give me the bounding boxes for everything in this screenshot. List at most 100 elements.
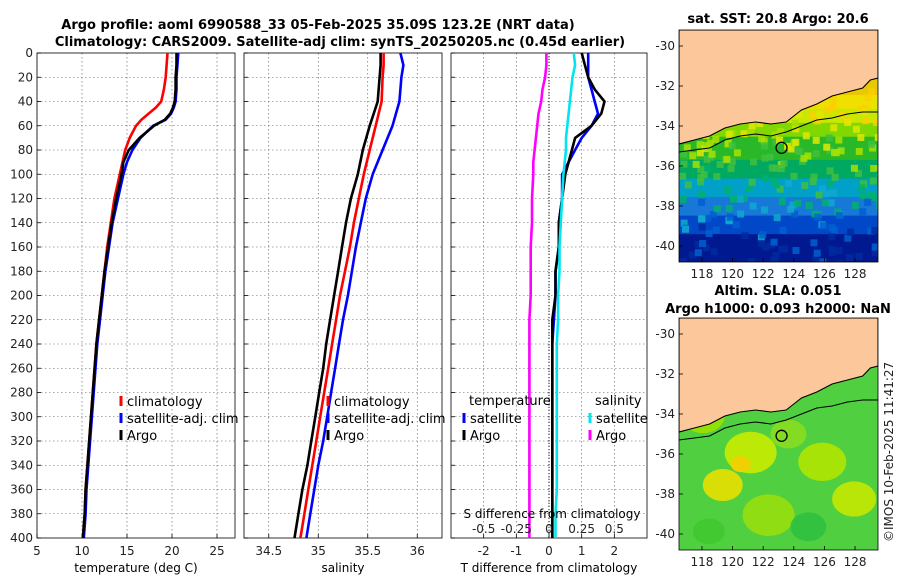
sst-pixel [679,195,687,203]
sst-pixel [825,134,833,142]
map-lon-label: 124 [782,267,805,281]
sst-pixel [725,204,733,212]
sst-pixel [867,227,875,235]
sst-pixel [805,201,813,209]
sst-pixel [730,195,738,203]
sla-blob [832,481,877,517]
sst-pixel [680,150,688,158]
argo-float-marker [775,141,788,154]
map-lon-label: 124 [782,555,805,569]
sst-pixel [813,117,821,125]
sst-pixel [857,134,865,142]
sst-pixel [795,110,803,118]
series-temperature-argo [551,52,606,538]
map-lat-label: -40 [655,239,675,253]
sst-pixel [748,178,756,186]
sst-pixel [698,223,706,231]
legend-label: Argo [127,429,157,444]
legend-label: satellite-adj. clim [334,412,446,427]
map-lon-label: 126 [813,267,836,281]
sst-pixel [702,142,710,150]
series-climatology [299,53,385,539]
sst-pixel [804,152,812,160]
sst-band [679,197,878,217]
sst-pixel [871,226,878,234]
series-salinity-argo [528,53,548,538]
sst-pixel [838,111,846,119]
sst-pixel [815,191,823,199]
sst-pixel [728,142,736,150]
map-lon-label: 128 [844,267,867,281]
panel-salinity: 34.5 35 35.5 36 salinity climatology satellite… [243,52,446,575]
y-tick-label: 120 [10,192,33,206]
sst-pixel [761,174,769,182]
y-tick-label: 0 [25,46,33,60]
sst-pixel [682,225,690,233]
sst-pixel [830,226,838,234]
sst-pixel [787,145,795,153]
y-tick-label: 220 [10,313,33,327]
series-argo [81,53,178,539]
sst-pixel [789,201,797,209]
sst-pixel [835,247,843,255]
sst-pixel [835,260,843,262]
sst-pixel [787,205,795,213]
sst-pixel [696,149,704,157]
sst-pixel [772,138,780,146]
sst-pixel [708,150,716,158]
sla-blob [742,494,795,536]
sst-pixel [875,171,878,179]
map-lat-label: -34 [655,119,675,133]
map-sla-title-line1: Altim. SLA: 0.051 [715,284,842,299]
sst-pixel [741,232,749,240]
sst-pixel [819,258,827,262]
sst-pixel [757,240,765,248]
y-tick-label: 20 [18,70,33,84]
series-argo [293,53,382,539]
sst-pixel [749,202,757,210]
sst-pixel [683,144,691,152]
sst-pixel [759,231,767,239]
map-lat-label: -30 [655,39,675,53]
sst-pixel [770,238,778,246]
sst-pixel [864,198,872,206]
sst-pixel [758,135,766,143]
land-mass [679,318,878,433]
sst-pixel [770,256,778,262]
map-frame [678,29,879,263]
sst-pixel [776,185,784,193]
sst-pixel [800,154,808,162]
y-tick-label: 100 [10,167,33,181]
sst-pixel [828,245,836,253]
legend-label: Argo [470,429,500,444]
sst-pixel [724,186,732,194]
sst-pixel [712,226,720,234]
sst-pixel [855,147,863,155]
x-tick-label: 20 [164,544,179,558]
x-axis-label: salinity [321,561,364,575]
sst-pixel [698,198,706,206]
sst-pixel [766,153,774,161]
x-tick-label: 35.5 [354,544,381,558]
sst-pixel [829,99,837,107]
sst-pixel [876,235,878,243]
sst-pixel [862,117,870,125]
sst-pixel [864,93,872,101]
x-tick-label: 25 [209,544,224,558]
series-salinity-satellite [554,52,577,538]
sst-pixel [791,119,799,127]
panel-frame [243,52,443,539]
sst-pixel [684,181,692,189]
sst-pixel [831,173,839,181]
sst-pixel [819,185,827,193]
sst-pixel [779,226,787,234]
sst-pixel [871,243,878,251]
sst-pixel [812,150,820,158]
sst-pixel [710,248,718,256]
map-sst-title: sat. SST: 20.8 Argo: 20.6 [687,12,868,27]
sst-pixel [791,210,799,218]
sst-pixel [697,174,705,182]
legend-label: satellite-adj. clim [127,412,239,427]
map-frame [678,317,879,551]
map-lon-label: 120 [721,267,744,281]
